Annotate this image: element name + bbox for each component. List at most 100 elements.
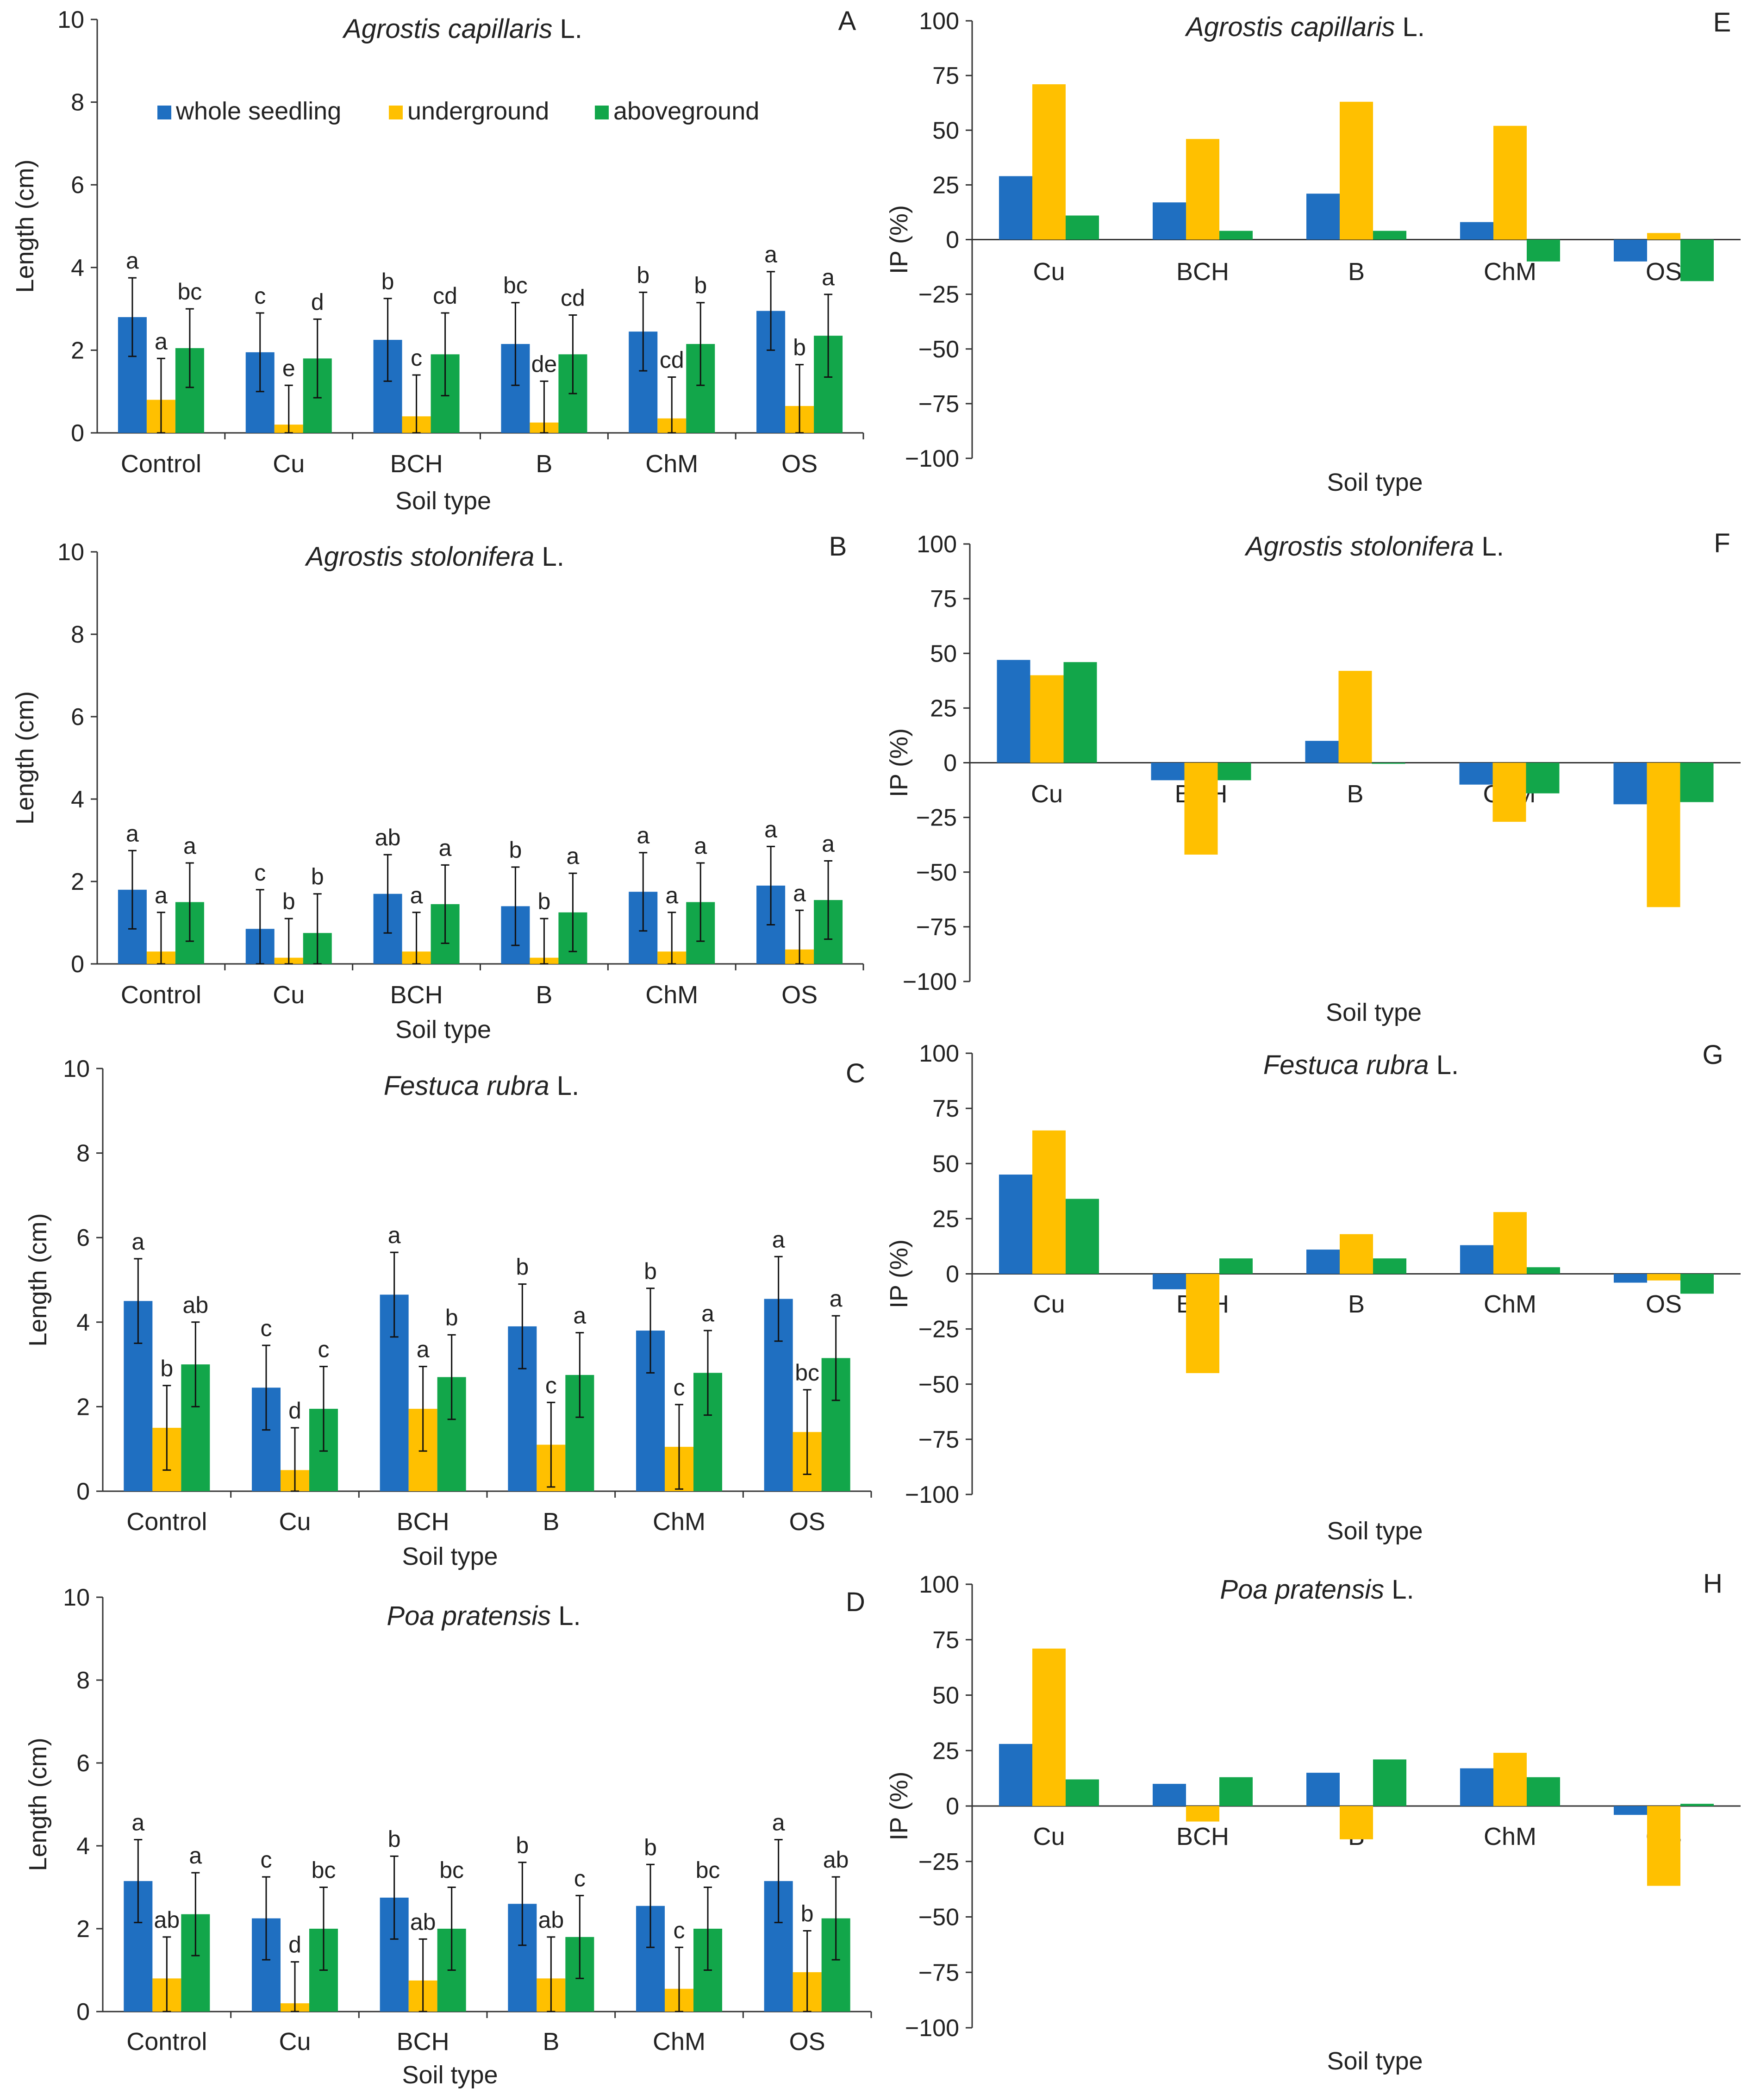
significance-letter: e: [282, 355, 295, 381]
significance-letter: b: [388, 1826, 401, 1852]
panel-title-suffix: L.: [534, 542, 564, 572]
bar-aboveground-os: [1680, 1804, 1714, 1806]
bar-whole-seedling-cu: [999, 1744, 1032, 1806]
y-tick-label: 2: [71, 869, 84, 895]
bar-whole-seedling-os: [1613, 762, 1647, 805]
significance-letter: bc: [439, 1857, 464, 1883]
bar-aboveground-bch: [1219, 1777, 1253, 1806]
significance-letter: a: [131, 1229, 144, 1255]
panel-title-suffix: L.: [1429, 1050, 1459, 1080]
panel-E: −100 −75 −50 −25 0 25 50 75 100 IP (%) Cu BCH B ChM OS…: [885, 7, 1741, 496]
significance-letter: b: [282, 888, 295, 914]
panel-title: Poa pratensis L.: [1220, 1575, 1414, 1605]
x-tick-label: BCH: [1176, 1823, 1229, 1850]
significance-letter: d: [288, 1398, 301, 1424]
x-tick-label: ChM: [653, 1508, 705, 1536]
y-tick-label: −100: [905, 2015, 959, 2042]
bar-aboveground-cu: [1063, 662, 1097, 763]
significance-letter: a: [701, 1300, 714, 1326]
significance-letter: ab: [154, 1907, 180, 1933]
x-tick-label: OS: [1646, 258, 1682, 286]
significance-letter: ab: [183, 1292, 209, 1318]
panel-title: Agrostis capillaris L.: [342, 14, 582, 44]
significance-letter: a: [665, 882, 678, 908]
panel-letter: E: [1713, 7, 1731, 38]
significance-letter: a: [567, 843, 580, 869]
bar-underground-b: [1338, 671, 1372, 763]
y-axis-label: IP (%): [885, 728, 913, 797]
x-tick-label: BCH: [390, 450, 443, 478]
bar-underground-b: [1340, 101, 1373, 240]
significance-letter: bc: [312, 1857, 336, 1883]
significance-letter: a: [694, 833, 707, 859]
x-axis-label: Soil type: [1327, 1517, 1423, 1545]
y-axis-label: Length (cm): [11, 159, 39, 293]
bar-underground-chm: [1493, 1753, 1527, 1806]
y-tick-label: 4: [76, 1309, 90, 1336]
y-tick-label: 25: [930, 695, 957, 722]
bar-whole-seedling-b: [1305, 741, 1339, 763]
y-axis-label: Length (cm): [11, 691, 39, 825]
significance-letter: ab: [375, 825, 401, 850]
panel-title-suffix: L.: [551, 1601, 581, 1631]
bar-aboveground-os: [1680, 1274, 1714, 1294]
bar-aboveground-cu: [1066, 1779, 1099, 1806]
bar-whole-seedling-chm: [1459, 762, 1493, 785]
significance-letter: b: [801, 1900, 814, 1926]
significance-letter: a: [410, 882, 423, 908]
y-tick-label: 6: [71, 704, 84, 731]
x-tick-label: OS: [1646, 1290, 1682, 1318]
significance-letter: a: [822, 831, 835, 857]
y-tick-label: −75: [916, 914, 957, 941]
significance-letter: b: [516, 1832, 529, 1858]
panel-letter: C: [846, 1058, 865, 1088]
panel-letter: D: [846, 1587, 865, 1617]
significance-letter: a: [764, 816, 777, 842]
y-tick-label: −50: [918, 336, 959, 363]
significance-letter: b: [516, 1254, 529, 1280]
x-axis-label: Soil type: [1326, 999, 1422, 1026]
bar-aboveground-cu: [1066, 1199, 1099, 1274]
significance-letter: b: [509, 837, 522, 863]
x-tick-label: OS: [789, 2028, 825, 2056]
y-tick-label: 2: [71, 337, 84, 364]
bar-underground-b: [1340, 1806, 1373, 1839]
panel-title: Agrostis stolonifera L.: [305, 542, 564, 572]
significance-letter: ab: [410, 1909, 436, 1935]
bar-aboveground-chm: [1527, 1267, 1560, 1274]
bar-underground-os: [1647, 1274, 1680, 1281]
x-tick-label: BCH: [397, 2028, 449, 2056]
y-tick-label: 4: [71, 255, 84, 281]
significance-letter: b: [637, 262, 649, 288]
panel-title: Poa pratensis L.: [387, 1601, 581, 1631]
bar-whole-seedling-bch: [1151, 762, 1185, 781]
x-tick-label: OS: [789, 1508, 825, 1536]
bar-underground-cu: [1032, 1648, 1066, 1806]
panel-title-species: Poa pratensis: [1220, 1575, 1384, 1605]
significance-letter: b: [644, 1834, 657, 1860]
y-tick-label: −100: [903, 969, 957, 995]
bar-whole-seedling-bch: [1153, 1274, 1186, 1289]
y-tick-label: 50: [932, 1150, 959, 1177]
significance-letter: b: [160, 1356, 173, 1381]
x-tick-label: Cu: [273, 450, 305, 478]
bar-whole-seedling-b: [1306, 1250, 1340, 1274]
significance-letter: a: [822, 264, 835, 290]
panel-title-species: Agrostis capillaris: [342, 14, 552, 44]
significance-letter: a: [189, 1843, 202, 1869]
significance-letter: ab: [538, 1907, 564, 1933]
x-tick-label: B: [536, 981, 552, 1009]
significance-letter: bc: [795, 1360, 819, 1386]
significance-letter: a: [183, 833, 196, 859]
panel-title: Agrostis capillaris L.: [1185, 12, 1425, 42]
y-tick-label: 75: [930, 586, 957, 612]
significance-letter: bc: [503, 273, 528, 299]
significance-letter: b: [311, 864, 324, 890]
bar-underground-bch: [1186, 1806, 1219, 1822]
bar-underground-os: [1647, 1806, 1680, 1886]
